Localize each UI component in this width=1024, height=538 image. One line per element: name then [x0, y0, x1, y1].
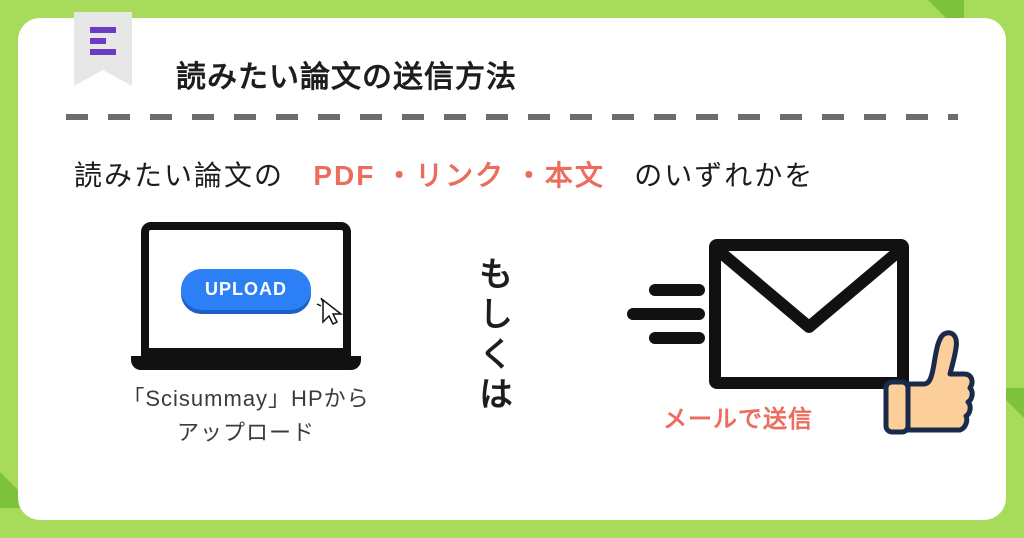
laptop-base — [131, 356, 361, 370]
lead-sentence: 読みたい論文の PDF ・リンク ・本文 のいずれかを — [66, 154, 958, 194]
or-separator: もしくは — [468, 236, 517, 436]
upload-caption: 「Scisummay」HPから アップロード — [96, 382, 396, 450]
info-card: 読みたい論文の送信方法 読みたい論文の PDF ・リンク ・本文 のいずれかを … — [18, 18, 1006, 520]
scisummary-logo-icon — [86, 24, 120, 58]
upload-caption-line-1: 「Scisummay」HPから — [122, 386, 369, 411]
thumbs-up-icon — [878, 324, 978, 444]
upload-caption-line-2: アップロード — [177, 420, 315, 445]
mail-caption: メールで送信 — [588, 399, 888, 434]
lead-prefix: 読みたい論文の — [74, 160, 284, 191]
motion-lines-icon — [627, 284, 705, 344]
upload-button[interactable]: UPLOAD — [181, 269, 311, 310]
option-upload: UPLOAD 「Scisummay」HPから アップロード — [96, 222, 396, 450]
lead-accent: PDF ・リンク ・本文 — [313, 160, 605, 191]
laptop-illustration: UPLOAD — [131, 222, 361, 370]
page-title: 読みたい論文の送信方法 — [176, 52, 517, 96]
cursor-icon — [315, 296, 349, 330]
option-mail: メールで送信 — [588, 239, 948, 434]
lead-suffix: のいずれかを — [634, 160, 814, 191]
header-row: 読みたい論文の送信方法 — [66, 46, 958, 102]
options-row: UPLOAD 「Scisummay」HPから アップロード もしくは — [66, 222, 958, 450]
laptop-screen: UPLOAD — [141, 222, 351, 356]
dashed-divider — [66, 114, 958, 120]
logo-ribbon — [74, 12, 132, 70]
